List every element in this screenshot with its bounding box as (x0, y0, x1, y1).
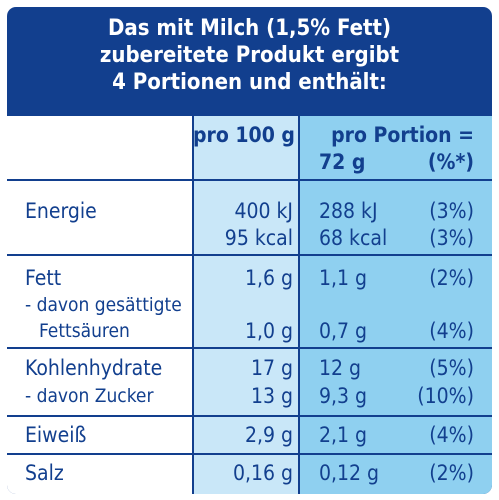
energie-kj-portion: 288 kJ (319, 199, 378, 223)
kh-sub-per100g: 13 g (250, 384, 293, 408)
row-energie-label-cell (7, 181, 193, 254)
row-kh-portion-cell (299, 349, 492, 415)
fett-sub-percent: (4%) (429, 319, 474, 343)
column-divider (298, 116, 300, 494)
nutrition-label: Das mit Milch (1,5% Fett) zubereitete Pr… (7, 7, 492, 494)
energie-kj-per100g: 400 kJ (234, 199, 293, 223)
row-kh-label-cell (7, 349, 193, 415)
fett-label: Fett (25, 266, 62, 290)
column-header-per-portion: pro Portion = (331, 123, 474, 147)
row-eiweiss-label-cell (7, 417, 193, 453)
energie-kcal-percent: (3%) (429, 226, 474, 250)
row-energie-portion-cell (299, 181, 492, 254)
kh-sub-label: - davon Zucker (25, 385, 154, 407)
row-fett-label-cell (7, 256, 193, 347)
row-fett-per100g-cell (193, 256, 299, 347)
energie-label: Energie (25, 199, 97, 223)
energie-kcal-portion: 68 kcal (319, 226, 388, 250)
eiweiss-percent: (4%) (429, 423, 474, 447)
column-divider (192, 116, 194, 494)
kh-sub-portion: 9,3 g (319, 384, 368, 408)
kh-portion: 12 g (319, 356, 362, 380)
row-kh-per100g-cell (193, 349, 299, 415)
fett-sub-label-line-2: Fettsäuren (39, 320, 130, 342)
kh-label: Kohlenhydrate (25, 356, 163, 380)
fett-sub-label-line-1: - davon gesättigte (25, 294, 182, 316)
row-eiweiss-per100g-cell (193, 417, 299, 453)
eiweiss-portion: 2,1 g (319, 423, 368, 447)
kh-per100g: 17 g (250, 356, 293, 380)
fett-sub-per100g: 1,0 g (244, 319, 293, 343)
label-header: Das mit Milch (1,5% Fett) zubereitete Pr… (7, 15, 492, 96)
fett-percent: (2%) (429, 266, 474, 290)
fett-sub-portion: 0,7 g (319, 319, 368, 343)
row-salz-per100g-cell (193, 455, 299, 494)
salz-percent: (2%) (429, 461, 474, 485)
row-eiweiss-portion-cell (299, 417, 492, 453)
fett-per100g: 1,6 g (244, 266, 293, 290)
header-per100g-cell (193, 116, 299, 179)
eiweiss-per100g: 2,9 g (244, 423, 293, 447)
row-energie-per100g-cell (193, 181, 299, 254)
salz-per100g: 0,16 g (232, 461, 293, 485)
header-line-1: Das mit Milch (1,5% Fett) (107, 16, 392, 41)
header-portion-cell (299, 116, 492, 179)
energie-kj-percent: (3%) (429, 199, 474, 223)
column-header-percent: (%*) (427, 150, 474, 174)
salz-portion: 0,12 g (319, 461, 380, 485)
header-row-label-cell (7, 116, 193, 179)
fett-portion: 1,1 g (319, 266, 368, 290)
energie-kcal-per100g: 95 kcal (224, 226, 293, 250)
row-salz-portion-cell (299, 455, 492, 494)
eiweiss-label: Eiweiß (25, 423, 87, 447)
salz-label: Salz (25, 461, 64, 485)
column-header-portion-grams: 72 g (319, 150, 366, 174)
nutrition-table: pro 100 g pro Portion = 72 g (%*) Energi… (7, 116, 492, 494)
header-line-3: 4 Portionen und enthält: (112, 70, 387, 95)
kh-percent: (5%) (429, 356, 474, 380)
row-salz-label-cell (7, 455, 193, 494)
header-line-2: zubereitete Produkt ergibt (99, 43, 400, 68)
column-header-per-100g: pro 100 g (193, 123, 295, 147)
kh-sub-percent: (10%) (417, 384, 474, 408)
row-fett-portion-cell (299, 256, 492, 347)
